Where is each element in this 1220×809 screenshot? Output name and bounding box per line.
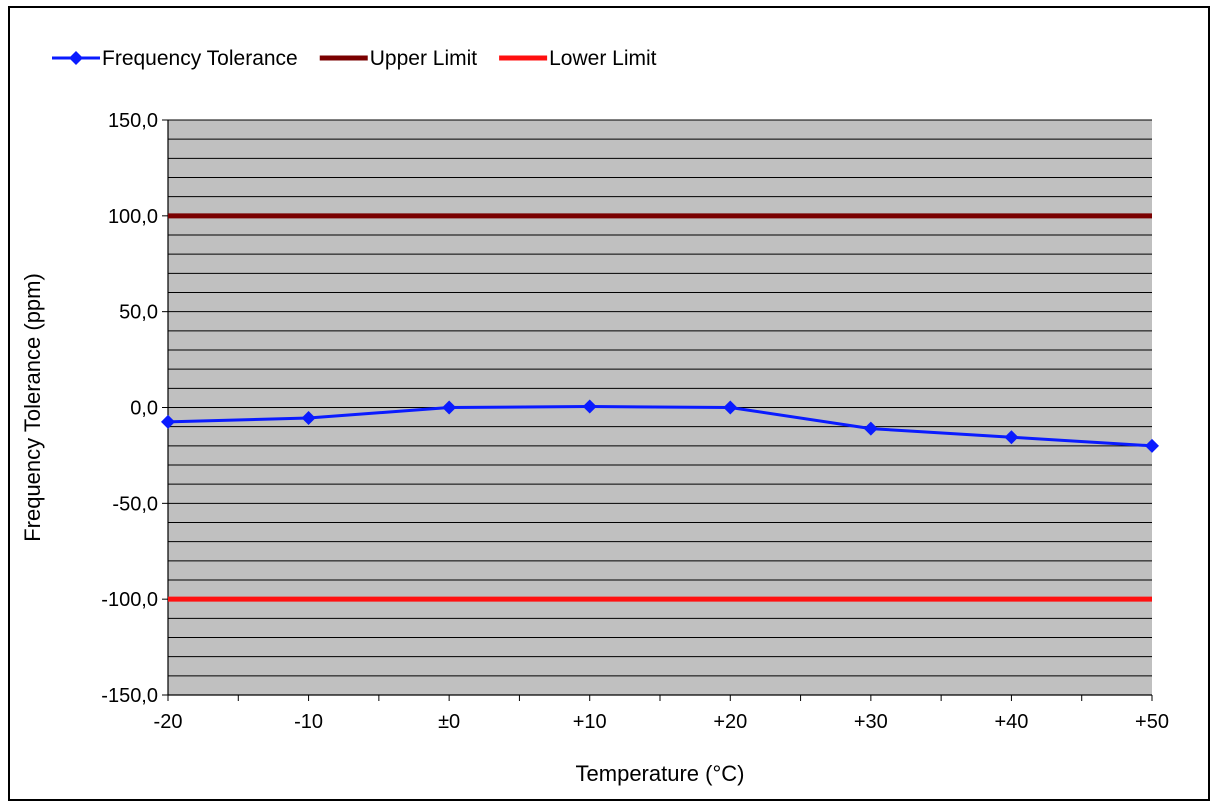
y-tick-label: 50,0 [119, 302, 158, 324]
data-point [582, 399, 597, 414]
y-axis-label: Frequency Tolerance (ppm) [20, 273, 45, 542]
data-point [1004, 430, 1019, 445]
series-layer [161, 213, 1159, 602]
data-point [723, 400, 738, 415]
legend-label: Frequency Tolerance [102, 47, 298, 70]
series-line [167, 405, 1153, 448]
data-point [301, 411, 316, 426]
y-tick-label: -100,0 [101, 589, 158, 611]
y-tick-labels: 150,0 100,0 50,0 0,0 -50,0 -100,0 -150,0 [101, 110, 158, 707]
x-tick-labels: -20 -10 ±0 +10 +20 +30 +40 +50 [154, 711, 1169, 733]
legend-label: Upper Limit [370, 47, 478, 70]
y-tick-label: -150,0 [101, 685, 158, 707]
data-point [1145, 438, 1159, 453]
x-axis-label: Temperature (°C) [576, 761, 745, 786]
y-tick-label: 0,0 [130, 398, 158, 420]
x-tick-label: -20 [154, 711, 183, 733]
x-tick-label: +50 [1135, 711, 1169, 733]
x-tick-label: +10 [573, 711, 607, 733]
data-point [161, 414, 175, 429]
y-tick-label: 100,0 [108, 206, 158, 228]
data-point [863, 421, 878, 436]
x-tick-label: ±0 [438, 711, 460, 733]
x-tick-label: -10 [294, 711, 323, 733]
gridlines [168, 119, 1152, 677]
data-point [442, 400, 457, 415]
x-tick-label: +30 [854, 711, 888, 733]
legend-swatch-marker [69, 51, 83, 65]
x-tick-label: +40 [994, 711, 1028, 733]
y-tick-label: 150,0 [108, 110, 158, 132]
y-tick-label: -50,0 [112, 493, 158, 515]
x-tick-label: +20 [713, 711, 747, 733]
legend: Frequency Tolerance Upper Limit Lower Limi… [52, 47, 657, 70]
legend-label: Lower Limit [549, 47, 657, 70]
